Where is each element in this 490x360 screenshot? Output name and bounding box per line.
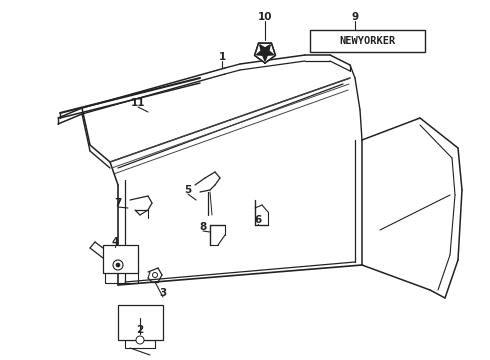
Text: NEWYORKER: NEWYORKER xyxy=(340,36,395,46)
Text: 11: 11 xyxy=(131,98,145,108)
Text: 3: 3 xyxy=(159,288,167,298)
Polygon shape xyxy=(256,45,273,61)
Text: 8: 8 xyxy=(199,222,207,232)
Text: 10: 10 xyxy=(258,12,272,22)
Polygon shape xyxy=(254,43,275,63)
Text: 9: 9 xyxy=(351,12,359,22)
Bar xyxy=(118,305,163,340)
Text: 5: 5 xyxy=(184,185,192,195)
Circle shape xyxy=(116,263,120,267)
Bar xyxy=(103,245,138,273)
Circle shape xyxy=(152,273,157,278)
Text: 6: 6 xyxy=(254,215,262,225)
Text: 1: 1 xyxy=(219,52,225,62)
Bar xyxy=(310,30,425,52)
Text: 4: 4 xyxy=(111,237,119,247)
Circle shape xyxy=(136,336,144,344)
Circle shape xyxy=(113,260,123,270)
Text: 7: 7 xyxy=(114,198,122,208)
Text: 2: 2 xyxy=(136,325,144,335)
